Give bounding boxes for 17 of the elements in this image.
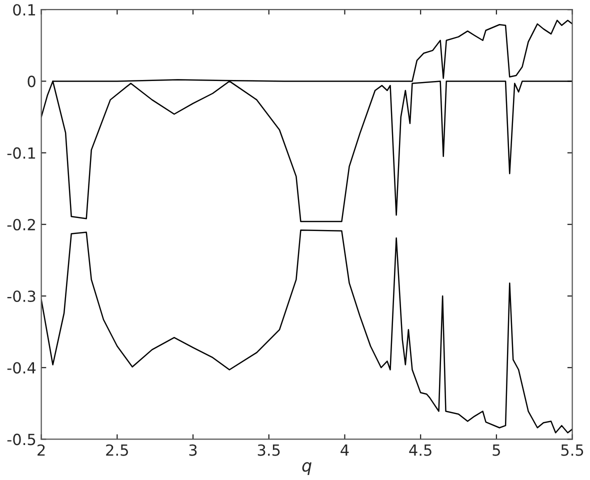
x-tick-label: 4 — [340, 444, 349, 456]
x-tick-label: 4.5 — [409, 444, 432, 456]
x-axis-title: q — [302, 462, 312, 475]
y-tick-label: 0.1 — [13, 4, 36, 16]
x-tick-label: 5.5 — [561, 444, 584, 456]
x-tick-label: 2.5 — [106, 444, 128, 456]
x-tick-label: 3 — [189, 444, 197, 456]
y-tick-label: -0.4 — [7, 362, 36, 374]
x-tick-label: 5 — [492, 444, 500, 456]
y-tick-label: -0.1 — [7, 147, 36, 159]
y-tick-label: -0.5 — [7, 434, 36, 446]
line-series — [41, 230, 572, 434]
y-tick-label: -0.3 — [7, 290, 36, 302]
y-tick-label: -0.2 — [7, 218, 35, 230]
x-tick-label: 3.5 — [258, 444, 280, 456]
x-tick-label: 2 — [38, 444, 45, 456]
y-tick-label: 0 — [28, 76, 36, 88]
